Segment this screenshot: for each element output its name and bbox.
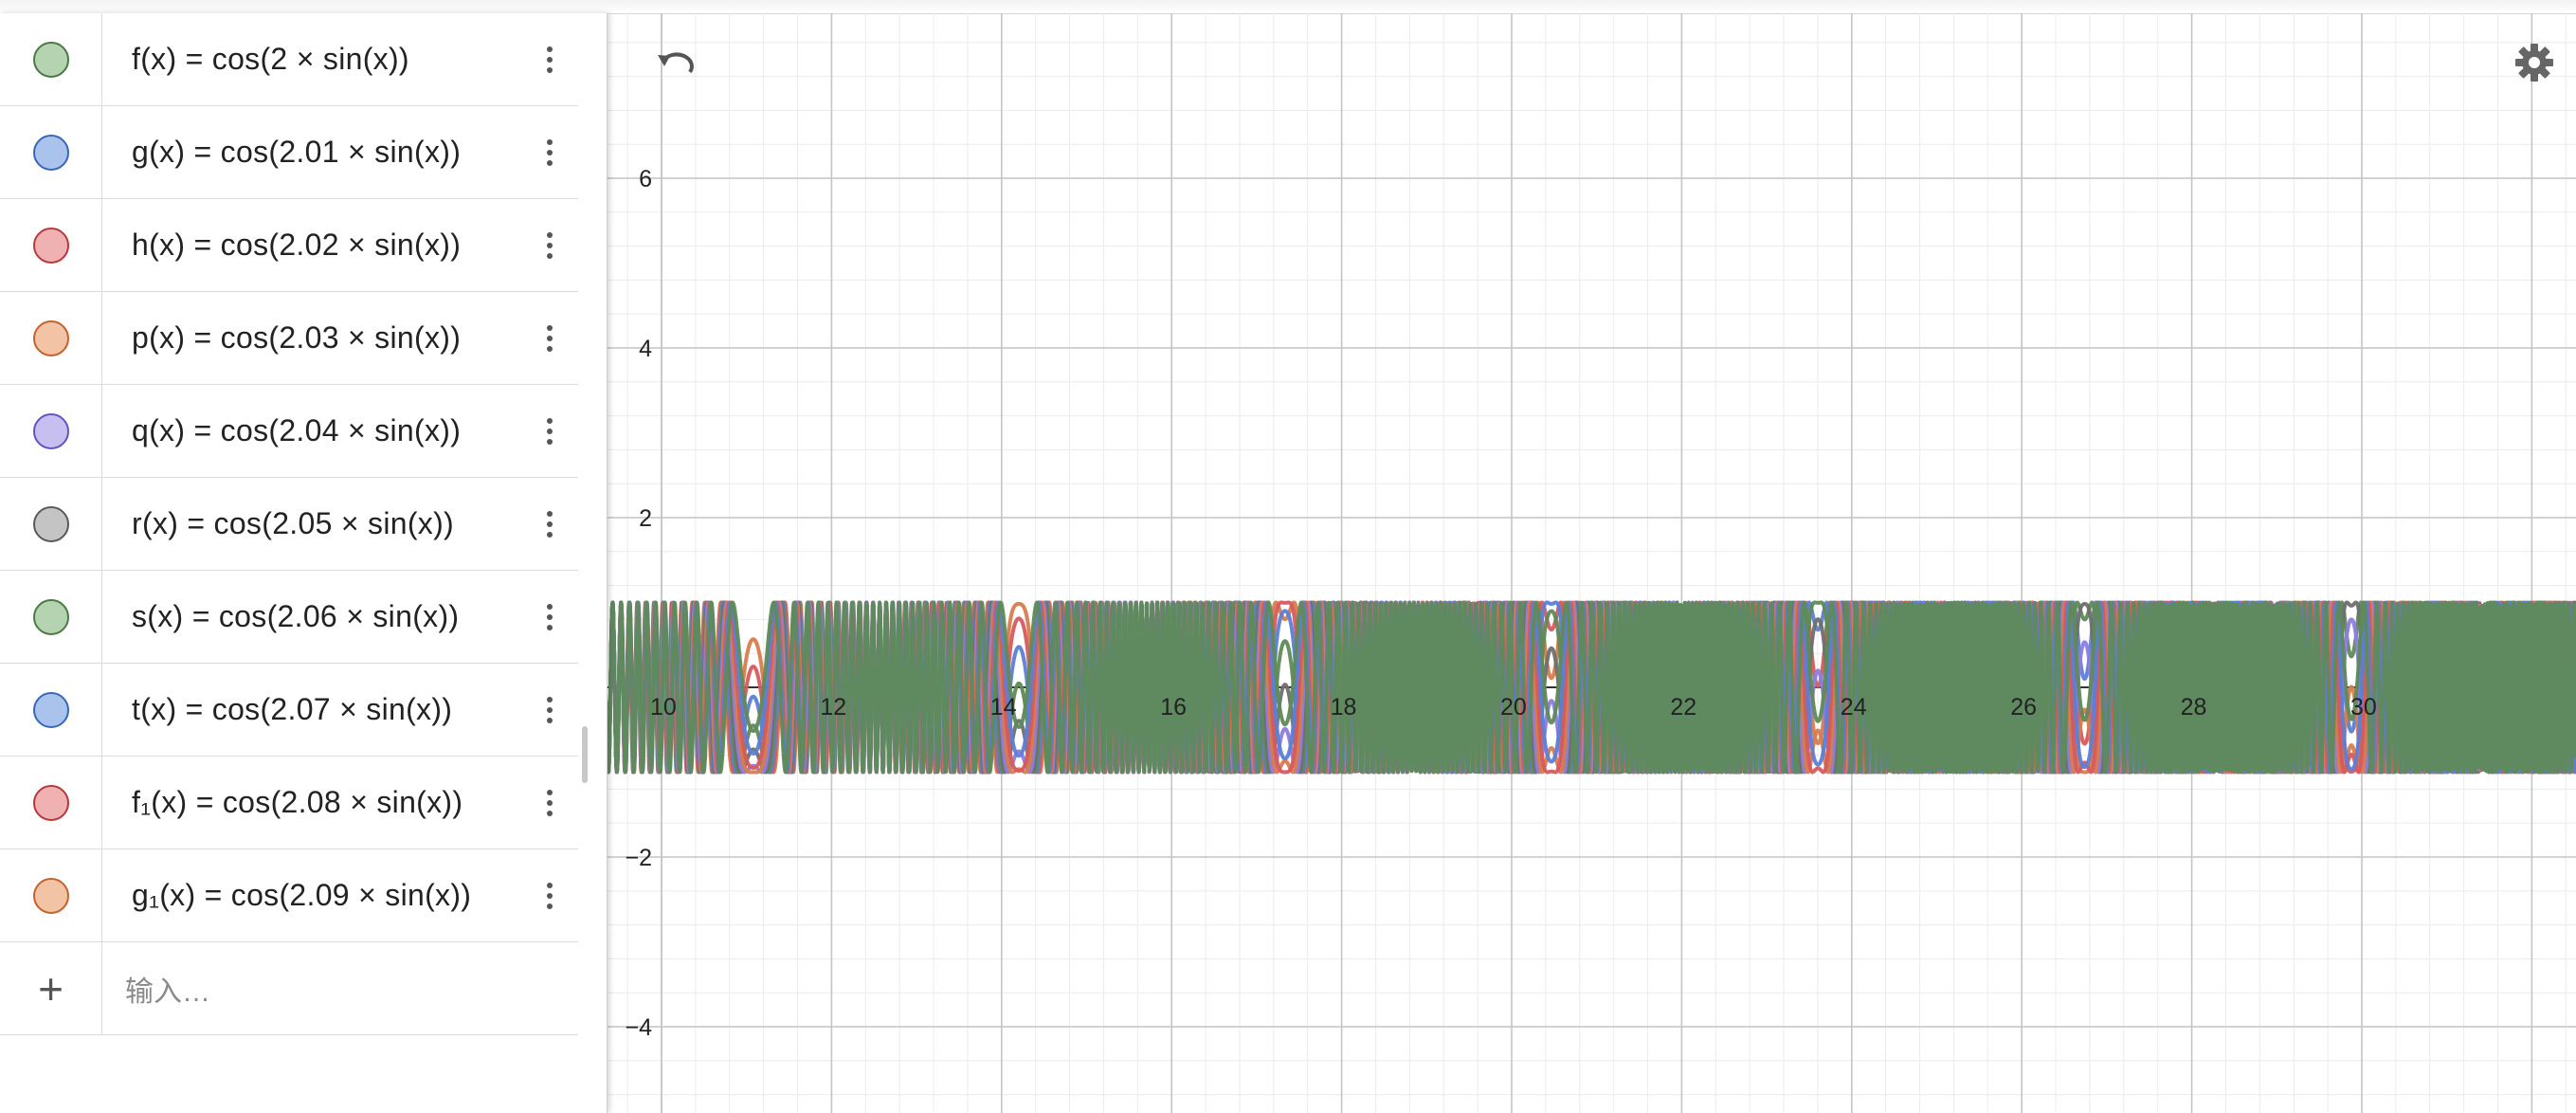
expression-text[interactable]: p(x) = cos(2.03 × sin(x)) xyxy=(132,320,462,355)
expression-text[interactable]: r(x) = cos(2.05 × sin(x)) xyxy=(132,506,455,540)
more-vert-icon xyxy=(547,231,553,259)
marble-cell xyxy=(0,199,102,291)
visibility-toggle[interactable] xyxy=(32,412,69,449)
graphics-view[interactable]: 10 12 14 16 18 20 22 24 26 28 30 6 4 2 −2 −4 xyxy=(0,13,2576,1113)
y-tick-label: −4 xyxy=(625,1014,652,1041)
algebra-row-h[interactable]: h(x) = cos(2.02 × sin(x)) xyxy=(0,199,578,292)
visibility-toggle[interactable] xyxy=(32,134,69,171)
algebra-row-g[interactable]: g(x) = cos(2.01 × sin(x)) xyxy=(0,106,578,199)
marble-cell xyxy=(0,292,102,384)
minor-grid xyxy=(607,13,2576,1113)
algebra-row-r[interactable]: r(x) = cos(2.05 × sin(x)) xyxy=(0,478,578,571)
algebra-input-row[interactable]: + 输入… xyxy=(0,942,578,1035)
algebra-input[interactable]: 输入… xyxy=(125,976,210,1008)
function-curves xyxy=(605,600,2576,775)
window-top-bar xyxy=(0,0,2576,14)
scrollbar-thumb[interactable] xyxy=(582,726,588,783)
expression-text[interactable]: q(x) = cos(2.04 × sin(x)) xyxy=(132,413,462,447)
undo-icon xyxy=(658,52,694,74)
major-grid xyxy=(607,13,2576,1113)
more-vert-icon xyxy=(547,603,553,630)
x-tick-label: 26 xyxy=(2010,694,2037,721)
algebra-row-s[interactable]: s(x) = cos(2.06 × sin(x)) xyxy=(0,571,578,664)
x-tick-label: 28 xyxy=(2181,694,2207,721)
plus-icon[interactable]: + xyxy=(38,963,63,1013)
x-tick-label: 16 xyxy=(1160,694,1187,721)
row-menu-button[interactable] xyxy=(521,106,578,198)
visibility-toggle[interactable] xyxy=(32,877,69,914)
row-menu-button[interactable] xyxy=(521,571,578,663)
algebra-row-f[interactable]: f(x) = cos(2 × sin(x)) xyxy=(0,13,578,106)
more-vert-icon xyxy=(547,882,553,909)
visibility-toggle[interactable] xyxy=(32,319,69,356)
marble-cell xyxy=(0,13,102,105)
x-tick-label: 22 xyxy=(1670,694,1696,721)
more-vert-icon xyxy=(547,510,553,538)
marble-cell xyxy=(0,106,102,198)
expression-text[interactable]: t(x) = cos(2.07 × sin(x)) xyxy=(132,692,453,726)
gear-icon xyxy=(2515,44,2553,82)
marble-cell xyxy=(0,664,102,756)
visibility-toggle[interactable] xyxy=(32,505,69,542)
x-tick-label: 20 xyxy=(1500,694,1527,721)
y-tick-label: −2 xyxy=(625,845,652,871)
visibility-toggle[interactable] xyxy=(32,41,69,78)
algebra-row-f1[interactable]: f₁(x) = cos(2.08 × sin(x)) xyxy=(0,757,578,849)
algebra-row-q[interactable]: q(x) = cos(2.04 × sin(x)) xyxy=(0,385,578,478)
x-tick-label: 12 xyxy=(820,694,846,721)
marble-cell xyxy=(0,385,102,477)
tick-labels: 10 12 14 16 18 20 22 24 26 28 30 6 4 2 −2 −4 xyxy=(625,166,2376,1041)
visibility-toggle[interactable] xyxy=(32,784,69,821)
algebra-row-t[interactable]: t(x) = cos(2.07 × sin(x)) xyxy=(0,664,578,757)
expression-text[interactable]: h(x) = cos(2.02 × sin(x)) xyxy=(132,228,462,262)
y-tick-label: 6 xyxy=(639,166,652,192)
expression-text[interactable]: f₁(x) = cos(2.08 × sin(x)) xyxy=(132,785,463,819)
y-tick-label: 2 xyxy=(639,505,652,532)
marble-cell xyxy=(0,849,102,941)
algebra-row-g1[interactable]: g₁(x) = cos(2.09 × sin(x)) xyxy=(0,849,578,942)
more-vert-icon xyxy=(547,324,553,352)
more-vert-icon xyxy=(547,46,553,73)
y-tick-label: 4 xyxy=(639,336,652,362)
algebra-row-p[interactable]: p(x) = cos(2.03 × sin(x)) xyxy=(0,292,578,385)
algebra-list: f(x) = cos(2 × sin(x)) g(x) = cos(2.01 ×… xyxy=(0,13,578,1035)
row-menu-button[interactable] xyxy=(521,199,578,291)
x-tick-label: 10 xyxy=(650,694,677,721)
expression-text[interactable]: f(x) = cos(2 × sin(x)) xyxy=(132,42,409,76)
marble-cell xyxy=(0,757,102,848)
more-vert-icon xyxy=(547,138,553,166)
plot-canvas[interactable]: 10 12 14 16 18 20 22 24 26 28 30 6 4 2 −2 −4 xyxy=(0,13,2576,1113)
more-vert-icon xyxy=(547,789,553,816)
row-menu-button[interactable] xyxy=(521,13,578,105)
more-vert-icon xyxy=(547,696,553,723)
row-menu-button[interactable] xyxy=(521,478,578,570)
row-menu-button[interactable] xyxy=(521,757,578,848)
x-tick-label: 18 xyxy=(1331,694,1357,721)
row-menu-button[interactable] xyxy=(521,664,578,756)
row-menu-button[interactable] xyxy=(521,849,578,941)
x-tick-label: 30 xyxy=(2350,694,2377,721)
settings-button[interactable] xyxy=(2513,42,2555,83)
visibility-toggle[interactable] xyxy=(32,691,69,728)
expression-text[interactable]: g(x) = cos(2.01 × sin(x)) xyxy=(132,135,462,169)
row-menu-button[interactable] xyxy=(521,292,578,384)
algebra-panel: f(x) = cos(2 × sin(x)) g(x) = cos(2.01 ×… xyxy=(0,13,608,1113)
expression-text[interactable]: s(x) = cos(2.06 × sin(x)) xyxy=(132,599,460,633)
marble-cell xyxy=(0,478,102,570)
marble-cell xyxy=(0,571,102,663)
visibility-toggle[interactable] xyxy=(32,598,69,635)
visibility-toggle[interactable] xyxy=(32,227,69,264)
curve-f xyxy=(605,600,2576,775)
expression-text[interactable]: g₁(x) = cos(2.09 × sin(x)) xyxy=(132,878,472,912)
x-tick-label: 14 xyxy=(990,694,1017,721)
x-tick-label: 24 xyxy=(1841,694,1867,721)
undo-button[interactable] xyxy=(654,47,699,85)
row-menu-button[interactable] xyxy=(521,385,578,477)
add-cell: + xyxy=(0,942,102,1034)
more-vert-icon xyxy=(547,417,553,445)
